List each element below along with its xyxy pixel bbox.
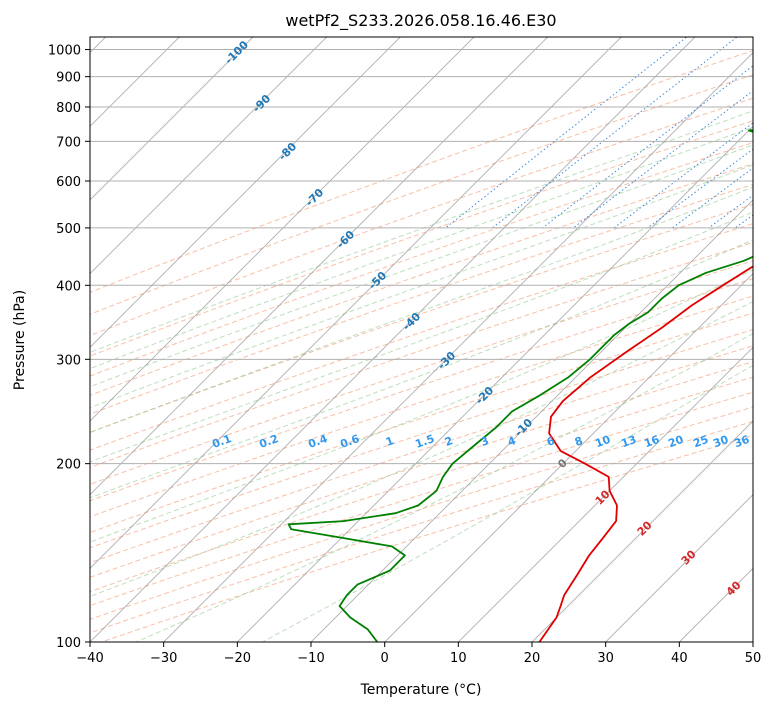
temperature-profile-line bbox=[538, 265, 753, 642]
dry-adiabat-line bbox=[90, 50, 753, 293]
x-tick-label: 40 bbox=[671, 651, 688, 666]
moist-adiabat-line bbox=[90, 211, 753, 463]
y-tick-label: 400 bbox=[56, 279, 81, 294]
x-tick-label: 0 bbox=[381, 651, 389, 666]
mixing-ratio-label: 0.4 bbox=[306, 432, 329, 451]
axes: −40 −30 −20 −10 0 10 20 30 40 5010020030040050060… bbox=[48, 44, 761, 666]
dry-adiabat-line bbox=[90, 406, 753, 620]
dry-adiabat-line bbox=[90, 142, 753, 377]
dewpoint-profile-line bbox=[287, 129, 753, 642]
mixing-ratio-label: 13 bbox=[619, 433, 638, 450]
mixing-ratio-line bbox=[613, 122, 753, 229]
moist-adiabat-line bbox=[90, 239, 753, 499]
isotherm-line bbox=[605, 494, 753, 642]
x-tick-label: −20 bbox=[224, 651, 251, 666]
y-tick-label: 800 bbox=[56, 101, 81, 116]
y-tick-label: 100 bbox=[56, 636, 81, 651]
plot-area bbox=[90, 37, 753, 642]
mixing-ratio-label: 8 bbox=[573, 434, 585, 449]
mixing-ratio-label: 10 bbox=[593, 433, 612, 451]
isotherm-line bbox=[90, 37, 475, 422]
mixing-ratio-label: 0.2 bbox=[257, 432, 280, 451]
mixing-ratio-label: 4 bbox=[506, 434, 518, 449]
mixing-ratio-label: 6 bbox=[545, 434, 557, 449]
isotherm-line bbox=[384, 273, 753, 642]
mixing-ratio-label: 1 bbox=[384, 434, 396, 449]
mixing-ratio-label: 0.1 bbox=[210, 432, 233, 451]
moist-adiabat-line bbox=[90, 186, 753, 433]
isotherm-line bbox=[457, 346, 753, 642]
isotherm-line bbox=[163, 52, 753, 642]
moist-adiabat-line bbox=[262, 364, 753, 642]
mixing-ratio-line bbox=[572, 90, 753, 229]
isotherm-line bbox=[531, 420, 753, 642]
mixing-ratio-label: 25 bbox=[691, 433, 710, 450]
mixing-ratio-label: 0.6 bbox=[338, 432, 361, 451]
mixing-ratio-line bbox=[445, 37, 688, 229]
mixing-ratio-label: 16 bbox=[642, 433, 661, 451]
isotherm-line bbox=[90, 37, 549, 496]
dry-adiabat-line bbox=[90, 329, 753, 549]
y-tick-label: 300 bbox=[56, 353, 81, 368]
x-axis-label: Temperature (°C) bbox=[360, 682, 482, 698]
isotherm-line bbox=[236, 125, 753, 642]
dry-adiabat-line bbox=[90, 120, 753, 357]
chart-title: wetPf2_S233.2026.058.16.46.E30 bbox=[285, 11, 556, 31]
x-tick-label: −40 bbox=[76, 651, 103, 666]
y-tick-label: 700 bbox=[56, 135, 81, 150]
dry-adiabat-line bbox=[90, 295, 753, 518]
y-tick-label: 200 bbox=[56, 458, 81, 473]
mixing-ratio-label: 3 bbox=[479, 434, 491, 449]
y-axis-label: Pressure (hPa) bbox=[12, 290, 28, 390]
x-tick-label: −10 bbox=[297, 651, 324, 666]
isotherm-line bbox=[310, 199, 753, 642]
data-layer bbox=[287, 129, 753, 642]
y-tick-label: 500 bbox=[56, 222, 81, 237]
moist-adiabat-line bbox=[90, 164, 753, 409]
isotherm-line bbox=[90, 37, 254, 201]
plot-frame bbox=[89, 36, 754, 643]
mixing-ratio-label: 2 bbox=[443, 434, 455, 449]
dry-adiabat-line bbox=[90, 74, 753, 315]
dry-adiabat-line bbox=[90, 223, 753, 451]
isotherm-line bbox=[90, 37, 328, 275]
mixing-ratio-line bbox=[492, 37, 738, 229]
dry-adiabat-line bbox=[90, 163, 753, 396]
isotherm-line bbox=[90, 37, 622, 569]
mixing-ratio-line bbox=[672, 167, 753, 229]
dry-adiabat-line bbox=[90, 345, 753, 564]
x-tick-label: −30 bbox=[150, 651, 177, 666]
isotherm-line bbox=[90, 37, 696, 642]
y-tick-label: 1000 bbox=[48, 44, 81, 59]
moist-adiabat-line bbox=[90, 269, 753, 543]
mixing-ratio-label: 36 bbox=[732, 433, 751, 451]
dry-adiabat-line bbox=[90, 278, 753, 502]
dry-adiabat-line bbox=[90, 97, 753, 337]
mixing-ratio-label: 30 bbox=[711, 433, 730, 451]
dry-adiabat-line bbox=[99, 435, 753, 642]
y-tick-label: 900 bbox=[56, 71, 81, 86]
mixing-ratio-label: 1.5 bbox=[413, 432, 436, 451]
dry-adiabat-line bbox=[90, 203, 753, 433]
mixing-ratio-label: 20 bbox=[666, 433, 685, 451]
x-tick-label: 10 bbox=[450, 651, 467, 666]
x-tick-label: 20 bbox=[524, 651, 541, 666]
dry-adiabat-line bbox=[90, 420, 753, 634]
y-tick-label: 600 bbox=[56, 175, 81, 190]
x-tick-label: 50 bbox=[745, 651, 762, 666]
x-tick-label: 30 bbox=[597, 651, 614, 666]
moist-adiabat-line bbox=[90, 300, 753, 597]
